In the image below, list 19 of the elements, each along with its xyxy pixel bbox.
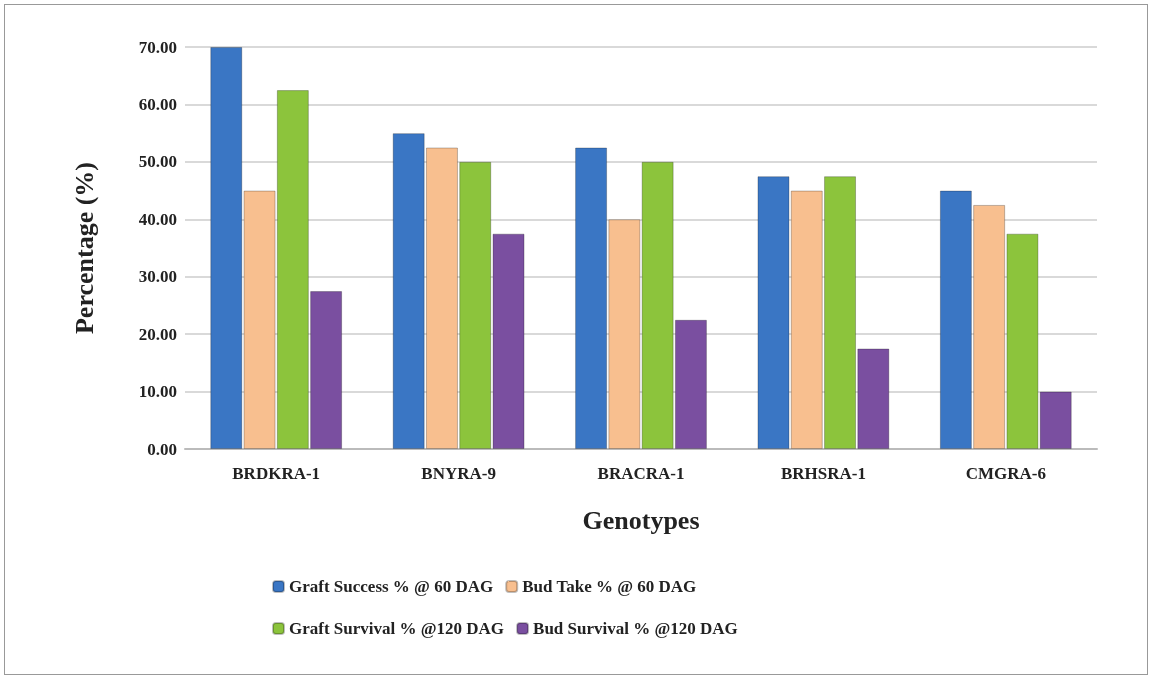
y-axis-title: Percentage (%) — [69, 161, 99, 335]
y-tick-label: 50.00 — [138, 152, 177, 172]
y-tick-label: 20.00 — [138, 324, 177, 344]
y-tick-label: 30.00 — [138, 267, 177, 287]
x-tick-label: BNYRA-9 — [421, 464, 496, 483]
y-tick-label: 0.00 — [147, 439, 177, 459]
legend-label: Graft Survival % @120 DAG — [289, 619, 505, 638]
legend-label: Bud Survival % @120 DAG — [533, 619, 738, 638]
y-tick-label: 40.00 — [138, 209, 177, 229]
y-tick-label: 70.00 — [138, 37, 177, 57]
legend-label: Graft Success % @ 60 DAG — [289, 577, 494, 596]
legend-label: Bud Take % @ 60 DAG — [522, 577, 697, 596]
x-tick-label: BRACRA-1 — [597, 464, 685, 483]
x-tick-label: BRDKRA-1 — [232, 464, 321, 483]
y-tick-label: 10.00 — [138, 382, 177, 402]
y-tick-label: 60.00 — [138, 94, 177, 114]
x-tick-label: CMGRA-6 — [965, 464, 1046, 483]
x-tick-label: BRHSRA-1 — [780, 464, 866, 483]
x-axis-title: Genotypes — [582, 505, 700, 535]
